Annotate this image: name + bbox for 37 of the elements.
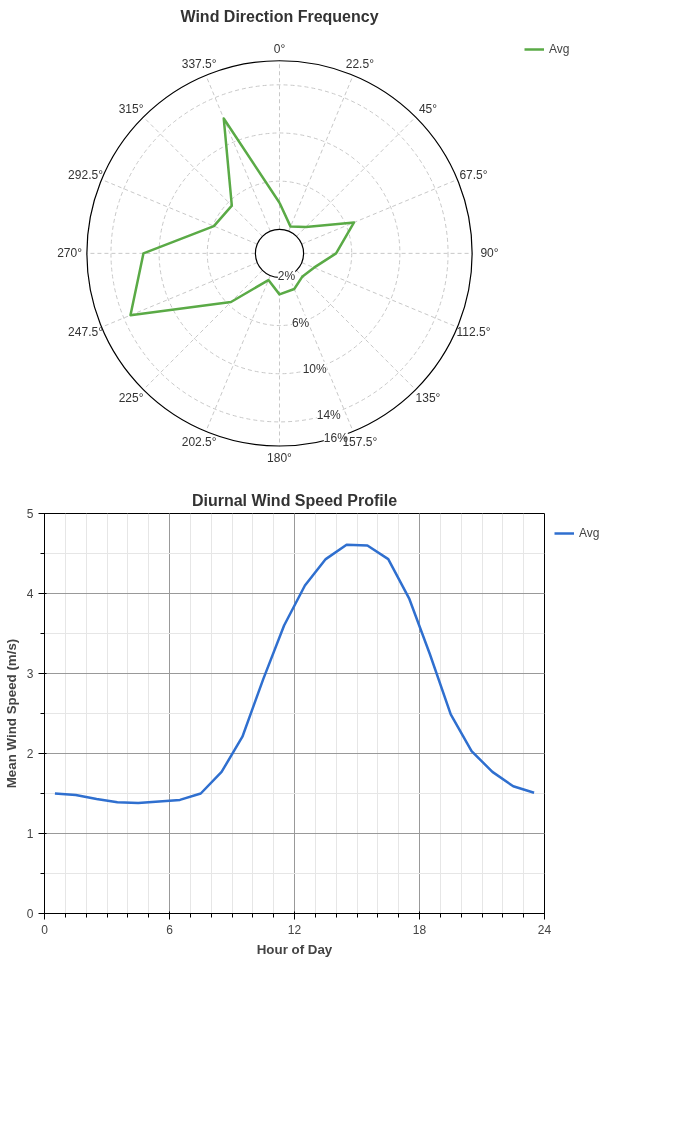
legend-label: Avg (579, 526, 600, 540)
y-tick-label: 2% (277, 269, 296, 284)
spoke-label: 180° (267, 450, 293, 465)
chart-title: Wind Direction Frequency (180, 7, 379, 25)
spoke-label: 22.5° (345, 57, 375, 72)
x-tick-label: 12 (287, 922, 302, 937)
spoke-label: 112.5° (456, 324, 491, 339)
spoke-label: 225° (118, 391, 144, 406)
x-tick-label: 24 (537, 922, 552, 937)
line-series (53, 543, 536, 805)
x-axis-title: Hour of Day (256, 941, 333, 957)
legend-label: Avg (549, 42, 570, 56)
x-tick-label: 0 (41, 922, 49, 937)
spoke-label: 270° (57, 246, 83, 261)
y-tick-label: 14% (316, 407, 342, 422)
spoke-label: 337.5° (181, 57, 217, 72)
y-tick-label: 1 (26, 827, 34, 841)
spoke-label: 135° (415, 391, 441, 406)
y-tick-label: 10% (302, 361, 328, 376)
x-tick-label: 18 (412, 922, 427, 937)
y-tick-label: 0 (26, 907, 34, 921)
spoke-label: 0° (273, 41, 286, 56)
y-tick-label: 5 (26, 507, 34, 521)
y-tick-label: 2 (26, 747, 34, 761)
y-tick-label: 4 (26, 587, 34, 601)
y-axis-title: Mean Wind Speed (m/s) (3, 638, 19, 789)
spoke-label: 202.5° (181, 435, 217, 450)
y-tick-label: 3 (26, 667, 34, 681)
x-tick-label: 6 (166, 922, 174, 937)
spoke-label: 247.5° (68, 324, 104, 339)
chart-title: Diurnal Wind Speed Profile (191, 491, 398, 509)
spoke-label: 292.5° (68, 168, 104, 183)
y-tick-label: 6% (291, 315, 310, 330)
spoke-label: 67.5° (459, 168, 488, 183)
spoke-label: 45° (418, 101, 438, 116)
spoke-label: 90° (480, 246, 499, 261)
spoke-label: 315° (118, 101, 144, 116)
